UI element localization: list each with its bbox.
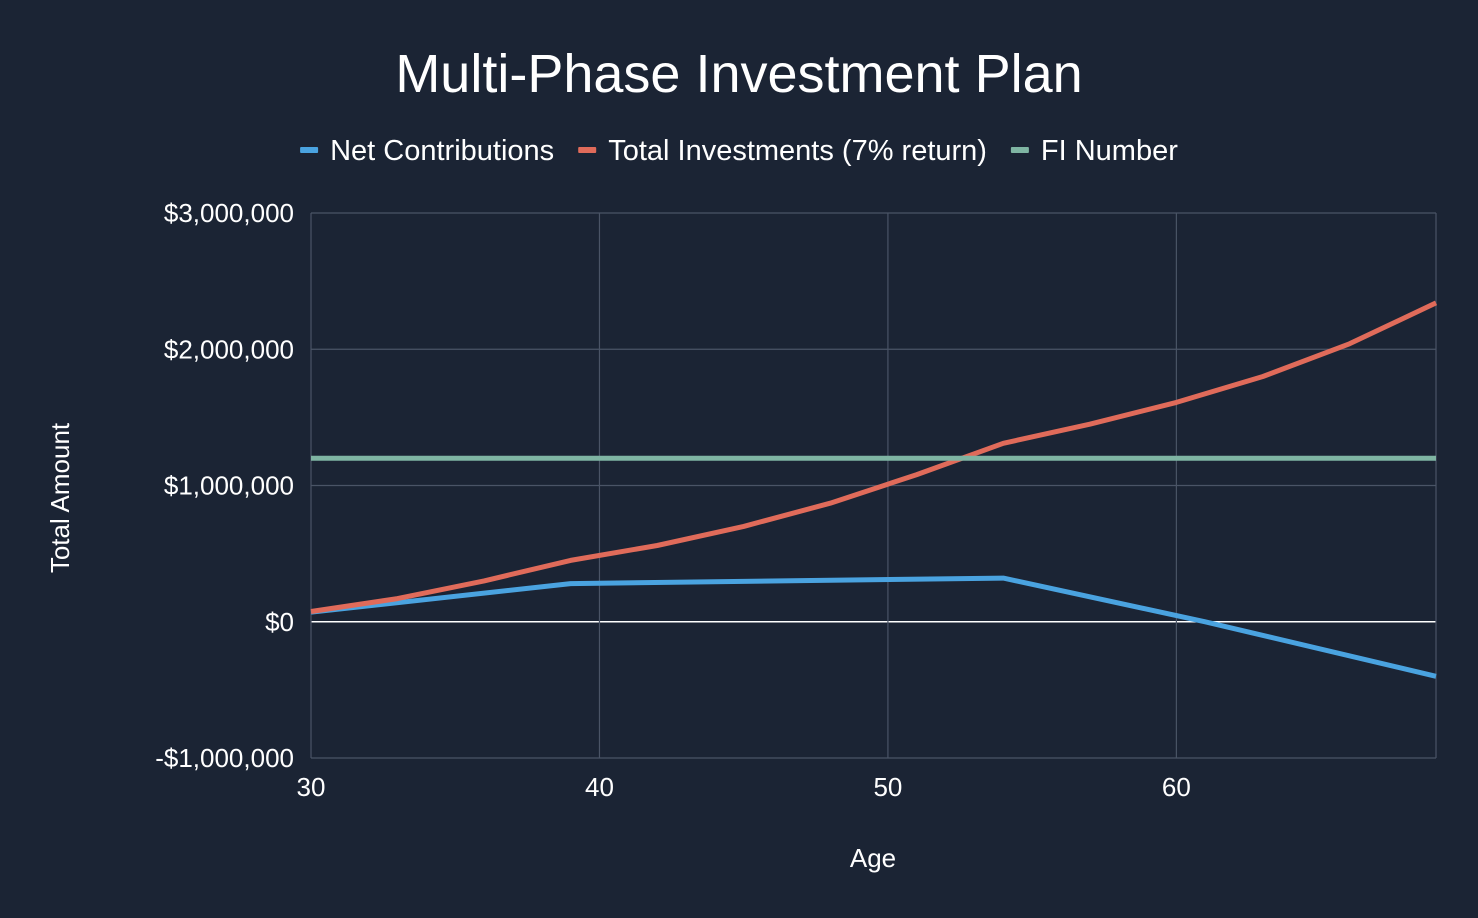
grid — [310, 212, 1437, 759]
chart-title: Multi-Phase Investment Plan — [395, 44, 1082, 104]
x-axis-ticks: 30 40 50 60 — [297, 772, 1191, 802]
series-line-total-investments-7-return — [310, 300, 1438, 614]
y-tick-label: $2,000,000 — [164, 334, 294, 364]
x-tick-label: 30 — [297, 772, 326, 802]
y-tick-label: $0 — [265, 607, 294, 637]
legend-swatch — [578, 147, 597, 153]
x-tick-label: 50 — [873, 772, 902, 802]
y-axis-ticks: -$1,000,000 $0 $1,000,000 $2,000,000 $3,000,… — [155, 198, 294, 773]
series-lines — [310, 300, 1438, 679]
y-tick-label: $3,000,000 — [164, 198, 294, 228]
legend-swatch — [1010, 147, 1029, 153]
legend-label: Net Contributions — [330, 135, 554, 167]
y-tick-label: -$1,000,000 — [155, 743, 294, 773]
legend-label: FI Number — [1041, 135, 1178, 167]
legend-item: Net Contributions — [300, 135, 554, 167]
x-axis-title: Age — [850, 843, 896, 873]
legend: Net Contributions Total Investments (7% r… — [300, 135, 1178, 167]
legend-item: FI Number — [1010, 135, 1178, 167]
y-tick-label: $1,000,000 — [164, 471, 294, 501]
legend-swatch — [300, 147, 319, 153]
legend-label: Total Investments (7% return) — [608, 135, 987, 167]
x-tick-label: 40 — [585, 772, 614, 802]
legend-item: Total Investments (7% return) — [578, 135, 987, 167]
x-tick-label: 60 — [1162, 772, 1191, 802]
y-axis-title: Total Amount — [45, 422, 75, 573]
series-line-net-contributions — [310, 575, 1437, 679]
